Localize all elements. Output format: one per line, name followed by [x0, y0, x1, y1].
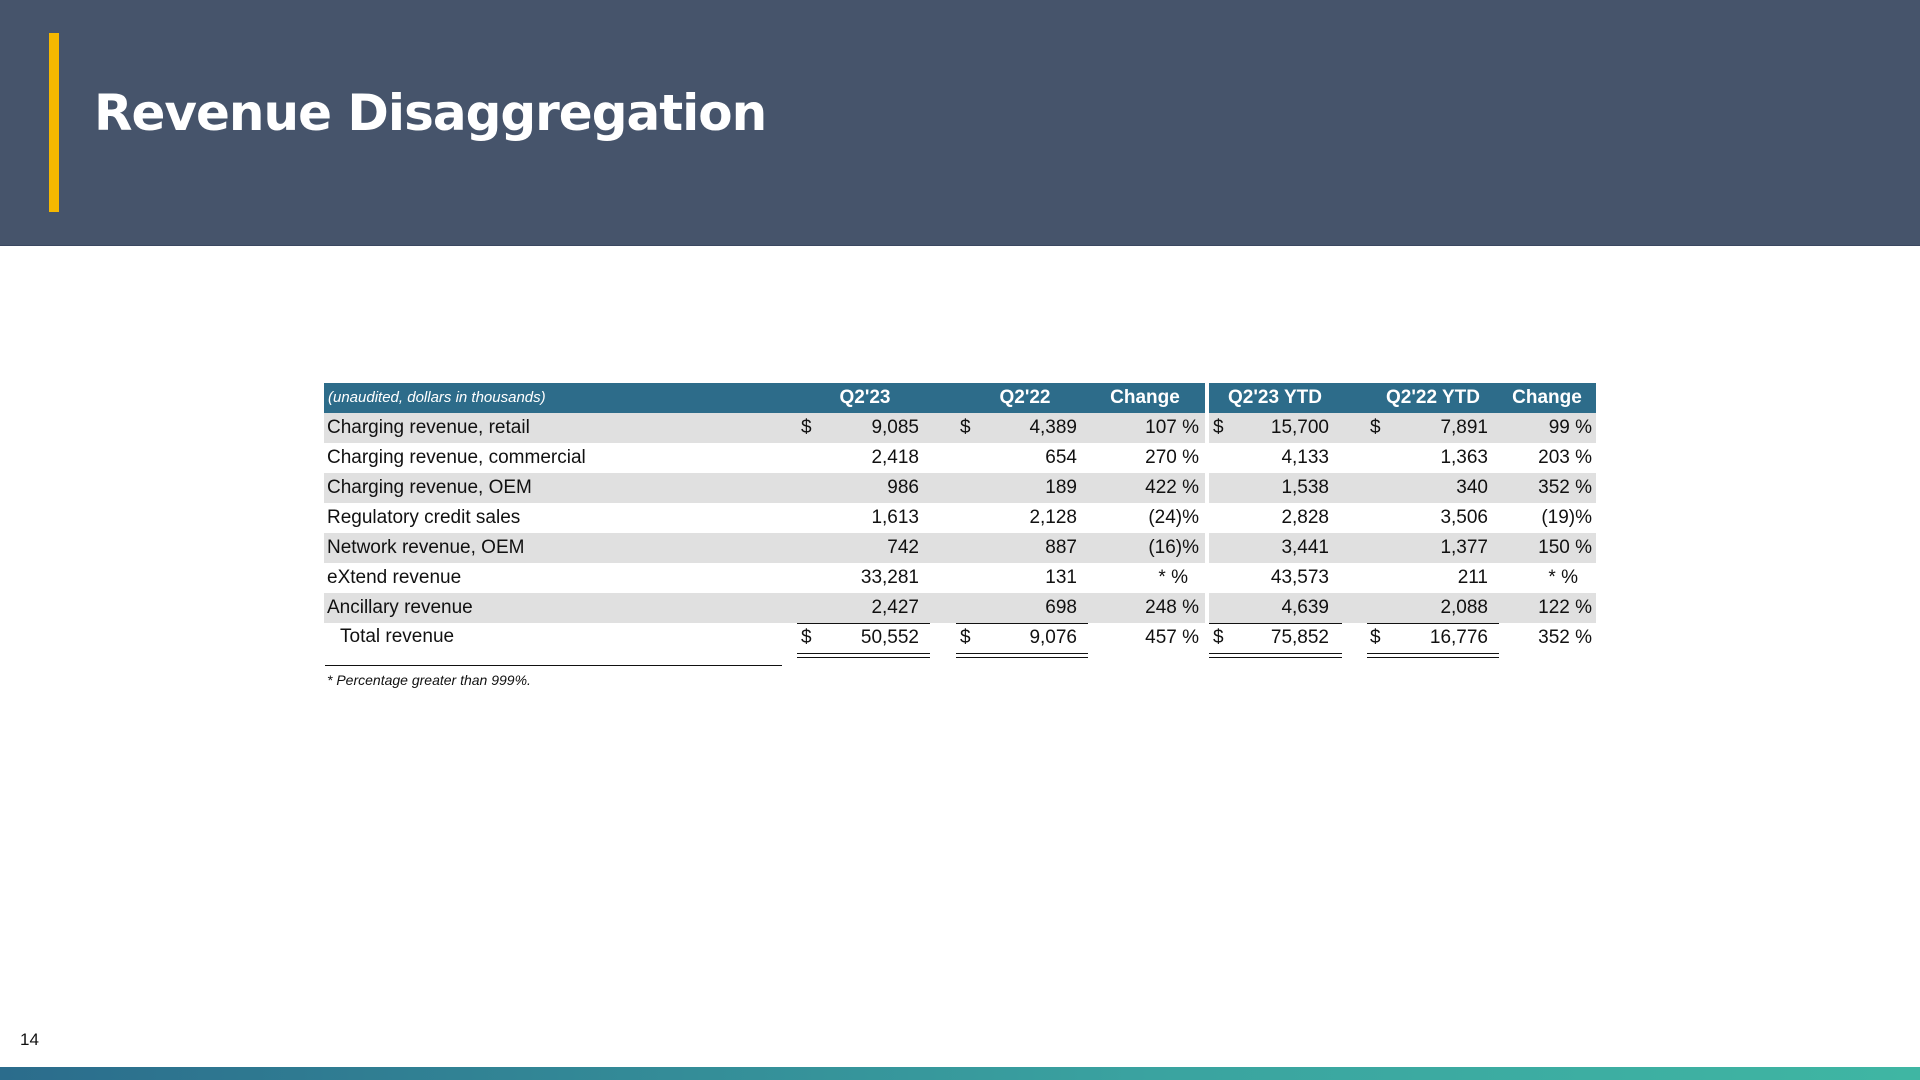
- col-header-q222: Q2'22: [999, 387, 1051, 408]
- total-double-rule: [1209, 653, 1342, 658]
- total-double-rule: [956, 653, 1088, 658]
- value-q222: 2,128: [1029, 507, 1077, 528]
- subtotal-rule: [797, 623, 930, 624]
- value-q223: 2,418: [871, 447, 919, 468]
- row-shade: [324, 413, 1205, 443]
- value-q222-ytd: 1,363: [1440, 447, 1488, 468]
- page-number: 14: [20, 1030, 39, 1049]
- value-q223: 33,281: [860, 567, 919, 588]
- value-change: 248 %: [1145, 597, 1199, 618]
- slide-title: Revenue Disaggregation: [94, 84, 767, 142]
- slide-header: Revenue Disaggregation: [0, 0, 1920, 246]
- row-label: Network revenue, OEM: [327, 537, 525, 558]
- row-shade: [1209, 593, 1596, 623]
- currency-symbol: $: [1370, 627, 1381, 648]
- value-ytd-change: * %: [1548, 567, 1578, 588]
- value-q222: 887: [1045, 537, 1077, 558]
- col-header-change: Change: [1110, 387, 1180, 408]
- subtotal-rule: [1209, 623, 1342, 624]
- currency-symbol: $: [801, 417, 812, 438]
- value-ytd-change: 150 %: [1538, 537, 1592, 558]
- currency-symbol: $: [1213, 417, 1224, 438]
- table-header-band: [324, 383, 1205, 413]
- row-shade: [1209, 473, 1596, 503]
- value-q222-ytd: 2,088: [1440, 597, 1488, 618]
- currency-symbol: $: [960, 417, 971, 438]
- value-q223: 986: [887, 477, 919, 498]
- value-q223-ytd: 4,639: [1281, 597, 1329, 618]
- value-ytd-change: (19)%: [1541, 507, 1592, 528]
- row-label: Charging revenue, retail: [327, 417, 530, 438]
- value-q223: 1,613: [871, 507, 919, 528]
- subtotal-rule: [956, 623, 1088, 624]
- total-q222-ytd: 16,776: [1429, 627, 1488, 648]
- value-q223-ytd: 3,441: [1281, 537, 1329, 558]
- total-q222: 9,076: [1029, 627, 1077, 648]
- row-label: Charging revenue, OEM: [327, 477, 532, 498]
- table-header-band-ytd: [1209, 383, 1596, 413]
- row-shade: [1209, 533, 1596, 563]
- value-q223-ytd: 2,828: [1281, 507, 1329, 528]
- total-ytd-change: 352 %: [1538, 627, 1592, 648]
- value-q223-ytd: 15,700: [1270, 417, 1329, 438]
- value-q223-ytd: 1,538: [1281, 477, 1329, 498]
- row-shade: [324, 473, 1205, 503]
- footnote: * Percentage greater than 999%.: [327, 672, 531, 688]
- row-shade: [324, 533, 1205, 563]
- value-q222: 189: [1045, 477, 1077, 498]
- value-ytd-change: 203 %: [1538, 447, 1592, 468]
- col-header-q223: Q2'23: [839, 387, 891, 408]
- value-q222-ytd: 3,506: [1440, 507, 1488, 528]
- col-header-q222-ytd: Q2'22 YTD: [1386, 387, 1480, 408]
- value-q223: 2,427: [871, 597, 919, 618]
- value-change: (16)%: [1148, 537, 1199, 558]
- value-ytd-change: 99 %: [1548, 417, 1592, 438]
- col-header-ytd-change: Change: [1512, 387, 1582, 408]
- value-change: * %: [1158, 567, 1188, 588]
- value-q223: 9,085: [871, 417, 919, 438]
- value-ytd-change: 352 %: [1538, 477, 1592, 498]
- row-label: Charging revenue, commercial: [327, 447, 586, 468]
- value-q222-ytd: 340: [1456, 477, 1488, 498]
- value-ytd-change: 122 %: [1538, 597, 1592, 618]
- table-note: (unaudited, dollars in thousands): [328, 389, 546, 406]
- total-q223-ytd: 75,852: [1270, 627, 1329, 648]
- value-change: 422 %: [1145, 477, 1199, 498]
- value-q222-ytd: 211: [1457, 567, 1488, 588]
- value-q223-ytd: 43,573: [1270, 567, 1329, 588]
- total-double-rule: [797, 653, 930, 658]
- value-q223-ytd: 4,133: [1281, 447, 1329, 468]
- value-q223: 742: [887, 537, 919, 558]
- row-shade: [324, 593, 1205, 623]
- value-q222-ytd: 7,891: [1440, 417, 1488, 438]
- value-q222: 131: [1045, 567, 1077, 588]
- total-change: 457 %: [1145, 627, 1199, 648]
- value-q222-ytd: 1,377: [1440, 537, 1488, 558]
- subtotal-rule: [1367, 623, 1499, 624]
- value-q222: 654: [1045, 447, 1077, 468]
- value-change: (24)%: [1148, 507, 1199, 528]
- bottom-gradient-bar: [0, 1067, 1920, 1080]
- row-label: eXtend revenue: [327, 567, 462, 588]
- value-change: 107 %: [1145, 417, 1199, 438]
- currency-symbol: $: [801, 627, 812, 648]
- total-q223: 50,552: [860, 627, 919, 648]
- currency-symbol: $: [1370, 417, 1381, 438]
- currency-symbol: $: [960, 627, 971, 648]
- total-label: Total revenue: [340, 626, 455, 647]
- accent-bar: [49, 33, 59, 212]
- value-q222: 4,389: [1029, 417, 1077, 438]
- value-q222: 698: [1045, 597, 1077, 618]
- total-double-rule: [1367, 653, 1499, 658]
- row-shade: [1209, 413, 1596, 443]
- value-change: 270 %: [1145, 447, 1199, 468]
- col-header-q223-ytd: Q2'23 YTD: [1228, 387, 1322, 408]
- row-label: Regulatory credit sales: [327, 507, 521, 528]
- row-label: Ancillary revenue: [327, 597, 473, 618]
- footnote-rule: [325, 665, 782, 666]
- currency-symbol: $: [1213, 627, 1224, 648]
